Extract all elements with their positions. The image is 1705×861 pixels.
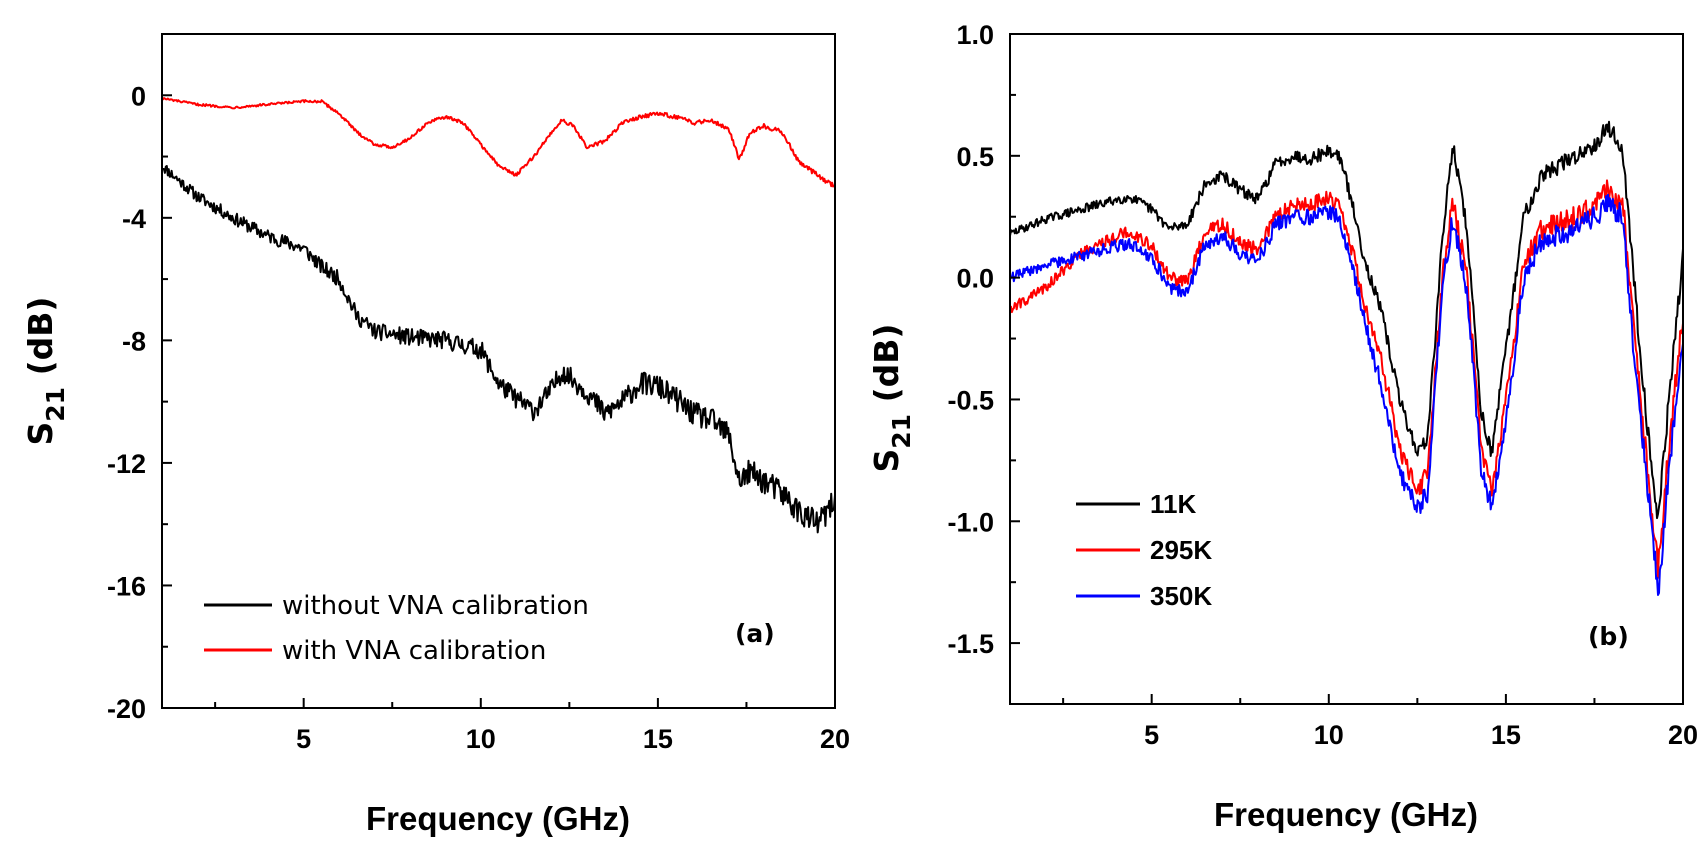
panel-b-y-tick-label: 1.0 <box>956 20 994 50</box>
panel-a-x-tick-label: 15 <box>643 724 673 754</box>
panel-a-y-tick-label: -12 <box>107 449 146 479</box>
panel-a-y-axis-title-unit: (dB) <box>21 296 60 386</box>
panel-a-series-group <box>161 97 836 534</box>
panel-b-x-tick-label: 5 <box>1144 720 1159 750</box>
panel-b-y-tick-label: -0.5 <box>947 385 994 415</box>
panel-a: 5 10 15 20 0 -4 -8 -12 -16 -20 Frequency (GHz) S2… <box>21 33 850 837</box>
panel-a-ticks <box>162 94 836 709</box>
panel-b-ticks <box>1010 33 1684 704</box>
panel-b-series-350k <box>1009 193 1684 596</box>
panel-a-series-without-vna-calibration <box>161 165 836 534</box>
panel-a-legend-label-with-calibration: with VNA calibration <box>282 636 546 666</box>
panel-b-y-axis-title-s: S <box>867 449 906 473</box>
panel-a-y-tick-label: -20 <box>107 694 146 724</box>
panel-a-y-tick-label: -4 <box>122 204 146 234</box>
panel-a-y-axis-title: S21 (dB) <box>21 296 70 445</box>
panel-a-y-tick-label: -8 <box>122 326 146 356</box>
panel-a-x-tick-label: 10 <box>466 724 496 754</box>
panel-b-y-axis-title-sub: 21 <box>887 414 916 449</box>
panel-b-x-axis-title: Frequency (GHz) <box>1214 796 1478 833</box>
panel-b-label: (b) <box>1588 622 1629 651</box>
panel-b-y-tick-label: -1.5 <box>947 629 994 659</box>
panel-b-legend-label-11k: 11K <box>1150 489 1196 519</box>
panel-a-plot-frame <box>161 33 836 709</box>
panel-b-legend-label-295k: 295K <box>1150 535 1212 565</box>
panel-a-y-tick-label: 0 <box>131 81 146 111</box>
panel-b-y-tick-label: -1.0 <box>947 507 994 537</box>
panel-a-y-axis-title-s: S <box>21 422 60 446</box>
panel-a-y-axis-title-sub: 21 <box>41 387 70 422</box>
panel-b-plot-frame <box>1009 33 1684 705</box>
panel-a-y-tick-label: -16 <box>107 571 146 601</box>
panel-b-y-axis-title-unit: (dB) <box>867 323 906 413</box>
panel-b-legend-label-350k: 350K <box>1150 581 1212 611</box>
panel-a-tick-labels: 5 10 15 20 0 -4 -8 -12 -16 -20 <box>107 81 850 754</box>
panel-b-y-axis-title: S21 (dB) <box>867 323 916 472</box>
panel-a-legend-label-without-calibration: without VNA calibration <box>282 591 589 621</box>
panel-b-y-tick-label: 0.5 <box>956 142 994 172</box>
panel-a-x-tick-label: 20 <box>820 724 850 754</box>
panel-a-x-tick-label: 5 <box>296 724 311 754</box>
panel-a-legend: without VNA calibration with VNA calibra… <box>204 591 589 666</box>
panel-b-series-11k <box>1009 120 1684 520</box>
panel-b-series-295k <box>1009 179 1684 579</box>
panel-b-y-tick-label: 0.0 <box>956 264 994 294</box>
panel-b-x-tick-label: 20 <box>1668 720 1698 750</box>
panel-a-label: (a) <box>735 619 775 648</box>
panel-a-series-with-vna-calibration <box>161 97 836 188</box>
panel-b-x-tick-label: 10 <box>1314 720 1344 750</box>
panel-b: 5 10 15 20 1.0 0.5 0.0 -0.5 -1.0 -1.5 Frequency (… <box>867 20 1698 833</box>
panel-b-tick-labels: 5 10 15 20 1.0 0.5 0.0 -0.5 -1.0 -1.5 <box>947 20 1698 750</box>
panel-b-series-group <box>1009 120 1684 596</box>
panel-a-x-axis-title: Frequency (GHz) <box>366 800 630 837</box>
panel-b-legend: 11K 295K 350K <box>1076 489 1212 611</box>
panel-b-x-tick-label: 15 <box>1491 720 1521 750</box>
